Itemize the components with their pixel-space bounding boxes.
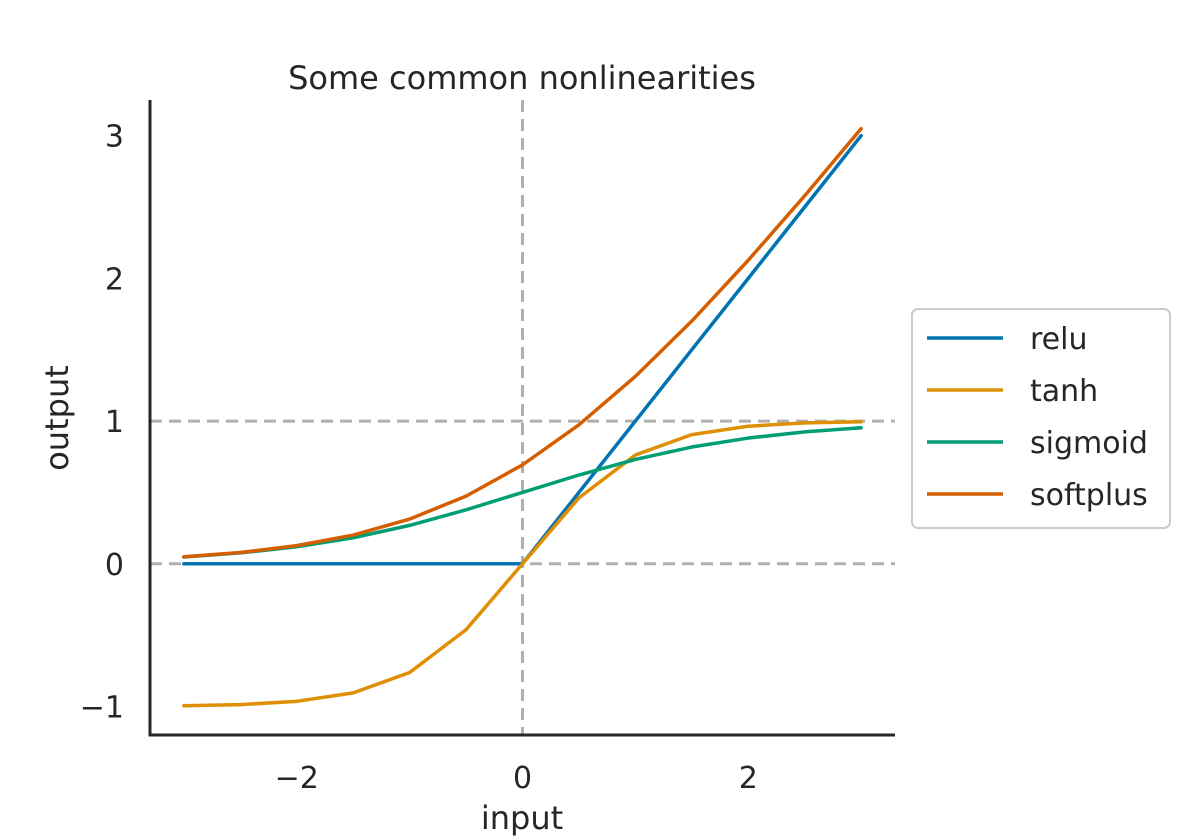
y-tick-labels: −1 0 1 2 3 [80,120,124,726]
legend-items: relu tanh sigmoid softplus [927,322,1148,513]
x-axis-label: input [481,799,563,837]
legend-label-sigmoid: sigmoid [1030,426,1148,461]
series-line-tanh [182,420,863,708]
legend-label-relu: relu [1030,322,1087,357]
legend-box [911,308,1171,529]
y-tick-label: 2 [105,262,124,297]
x-tick-label: 0 [513,761,532,796]
x-tick-label: −2 [275,761,319,796]
x-tick-label: 2 [739,761,758,796]
y-tick-label: 1 [105,405,124,440]
legend-label-softplus: softplus [1030,478,1148,513]
series-line-softplus [182,126,863,559]
series-layer [182,126,863,708]
chart-title: Some common nonlinearities [288,59,756,97]
reference-lines [150,100,895,735]
y-axis-label: output [38,365,76,471]
legend: relu tanh sigmoid softplus [911,308,1171,529]
y-tick-label: −1 [80,690,124,725]
y-tick-label: 3 [105,120,124,155]
y-tick-label: 0 [105,548,124,583]
legend-label-tanh: tanh [1030,374,1098,409]
x-tick-labels: −2 0 2 [275,761,758,796]
